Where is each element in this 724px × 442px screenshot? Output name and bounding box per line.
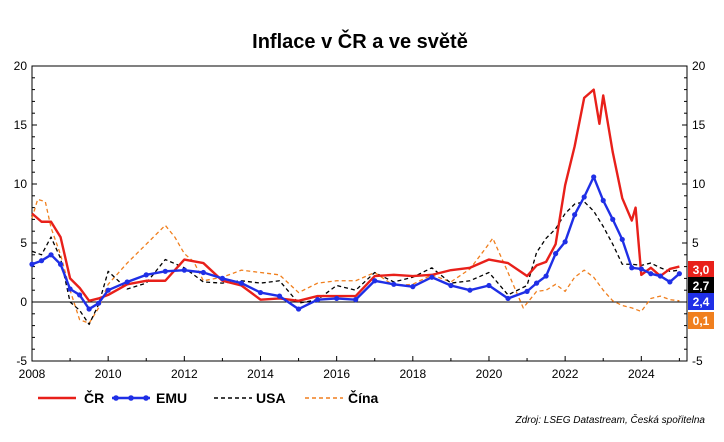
x-tick-label: 2024	[628, 367, 655, 381]
emu-data-point	[219, 275, 226, 281]
emu-data-point	[610, 216, 616, 222]
x-tick-label: 2022	[552, 367, 579, 381]
y-tick-label-right: -5	[692, 354, 703, 368]
emu-data-point	[162, 268, 168, 274]
y-tick-label-right: 10	[692, 177, 706, 191]
series-line-usa	[31, 201, 680, 326]
y-tick-label-left: 5	[20, 236, 27, 250]
y-tick-label-right: 15	[692, 118, 706, 132]
chart-title: Inflace v ČR a ve světě	[252, 29, 468, 53]
emu-data-point	[181, 267, 187, 273]
emu-data-point	[448, 282, 454, 289]
badge-cr-label: 3,0	[693, 263, 710, 277]
plot-area	[31, 65, 688, 362]
emu-data-point	[581, 194, 587, 200]
x-tick-label: 2014	[247, 367, 274, 381]
x-tick-label: 2012	[171, 367, 198, 381]
x-tick-label: 2008	[19, 367, 46, 381]
emu-data-point	[638, 266, 644, 272]
emu-data-point	[77, 292, 83, 298]
badge-emu-label: 2,4	[693, 295, 710, 309]
x-tick-label: 2010	[95, 367, 122, 381]
legend-emu-marker	[143, 395, 149, 401]
emu-data-point	[667, 279, 673, 285]
emu-data-point	[238, 280, 245, 286]
legend-emu-marker	[128, 395, 134, 401]
emu-data-point	[67, 286, 73, 292]
badge-cina-label: 0,1	[693, 314, 710, 328]
emu-data-point	[524, 288, 530, 294]
emu-data-point	[96, 300, 102, 306]
emu-data-point	[591, 174, 597, 180]
series-layer	[29, 88, 682, 326]
x-tick-label: 2016	[323, 367, 350, 381]
emu-data-point	[372, 278, 378, 284]
legend-emu-marker	[113, 395, 119, 401]
legend-cr-label: ČR	[84, 389, 104, 406]
emu-data-point	[619, 236, 625, 243]
emu-data-point	[562, 239, 568, 245]
source-note: Zdroj: LSEG Datastream, Česká spořitelna	[514, 413, 705, 426]
emu-data-point	[505, 295, 511, 302]
series-line-cina	[31, 198, 680, 324]
emu-data-point	[48, 252, 54, 258]
emu-data-point	[143, 272, 149, 278]
emu-data-point	[543, 273, 549, 279]
legend-usa-label: USA	[256, 390, 286, 406]
axes: -5-5005510101515202020082010201220142016…	[14, 59, 706, 381]
badge-cr-box	[688, 261, 714, 278]
emu-data-point	[105, 287, 111, 293]
emu-data-point	[315, 297, 321, 303]
y-tick-label-right: 5	[692, 236, 699, 250]
emu-data-point	[57, 261, 64, 267]
emu-data-point	[600, 197, 606, 204]
emu-data-point	[657, 273, 663, 279]
y-tick-label-left: 10	[14, 177, 28, 191]
legend: ČR EMU USA Čína	[38, 389, 379, 406]
badge-emu-box	[688, 293, 714, 310]
emu-data-point	[276, 293, 283, 299]
legend-cina-label: Čína	[348, 389, 379, 406]
badge-cina-box	[688, 312, 714, 329]
emu-data-point	[200, 269, 206, 276]
x-tick-label: 2018	[399, 367, 426, 381]
emu-data-point	[429, 274, 435, 280]
emu-data-point	[572, 212, 578, 218]
emu-data-point	[295, 306, 302, 312]
y-tick-label-left: -5	[16, 354, 27, 368]
emu-data-point	[353, 297, 359, 303]
emu-data-point	[391, 281, 397, 287]
emu-data-point	[648, 271, 654, 277]
x-tick-label: 2020	[476, 367, 503, 381]
emu-data-point	[38, 258, 45, 264]
emu-data-point	[467, 287, 473, 293]
end-value-badges: 3,0 2,7 2,4 0,1	[688, 261, 714, 329]
emu-data-point	[533, 280, 540, 286]
emu-data-point	[86, 306, 92, 312]
badge-usa-label: 2,7	[693, 279, 710, 293]
emu-data-point	[257, 289, 264, 296]
emu-data-point	[676, 271, 682, 277]
y-tick-label-left: 20	[14, 59, 28, 73]
emu-data-point	[124, 279, 130, 285]
emu-data-point	[629, 265, 635, 271]
y-tick-label-left: 15	[14, 118, 28, 132]
emu-data-point	[334, 295, 340, 302]
series-line-cr	[31, 88, 680, 303]
badge-usa-box	[688, 277, 714, 294]
emu-data-point	[553, 251, 559, 257]
emu-data-point	[486, 282, 492, 289]
emu-data-point	[29, 261, 35, 267]
emu-data-point	[410, 284, 416, 290]
y-tick-label-left: 0	[20, 295, 27, 309]
legend-emu-label: EMU	[156, 390, 187, 406]
y-tick-label-right: 20	[692, 59, 706, 73]
